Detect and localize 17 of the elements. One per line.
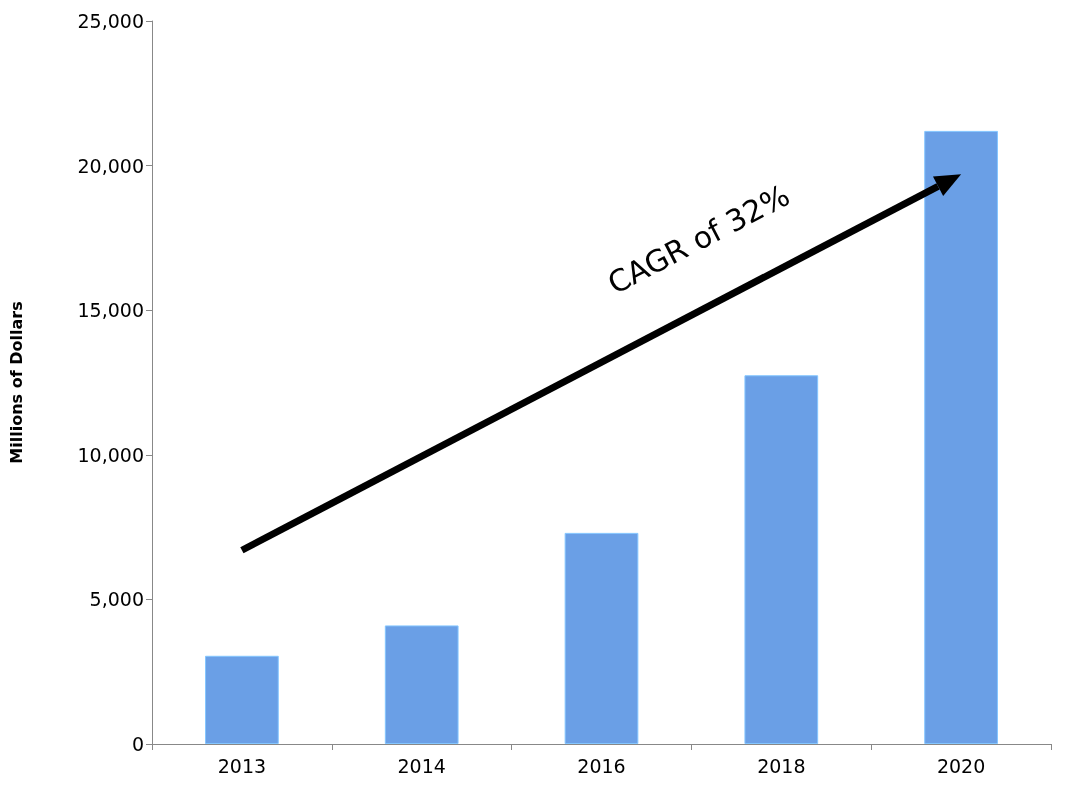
y-tick-label: 15,000 <box>77 299 144 322</box>
y-axis-title: Millions of Dollars <box>6 301 26 464</box>
y-tick-label: 25,000 <box>77 10 144 32</box>
y-tick-label: 0 <box>131 733 144 755</box>
bar <box>924 130 998 744</box>
bar <box>744 375 819 744</box>
x-tick-label: 2014 <box>397 754 446 777</box>
bar <box>564 532 639 744</box>
x-tick-label: 2013 <box>217 754 267 777</box>
y-tick-label: 10,000 <box>77 443 144 466</box>
bar <box>205 655 279 744</box>
x-tick-label: 2020 <box>936 754 986 777</box>
y-tick-label: 5,000 <box>89 588 144 611</box>
bar <box>384 625 459 744</box>
x-tick-label: 2018 <box>757 754 806 777</box>
y-tick-label: 20,000 <box>77 154 144 177</box>
x-tick-label: 2016 <box>577 754 626 777</box>
